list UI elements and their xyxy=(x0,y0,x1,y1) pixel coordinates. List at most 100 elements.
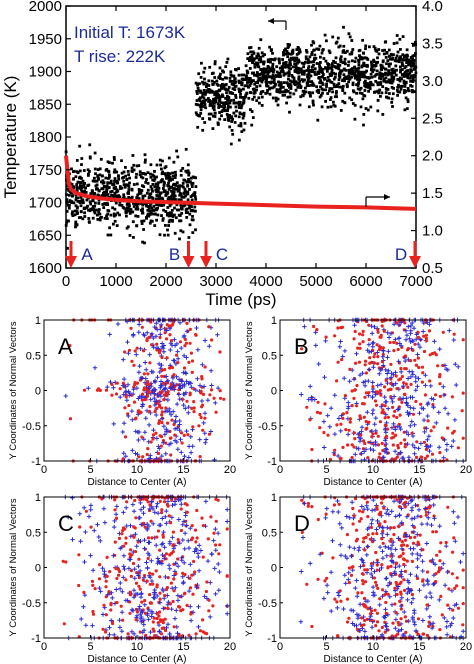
blue-cross-point xyxy=(366,342,372,347)
red-point xyxy=(375,403,379,407)
top-scatter-point xyxy=(137,197,141,200)
red-point xyxy=(375,532,379,536)
red-point xyxy=(168,602,172,606)
top-scatter-point xyxy=(109,179,113,183)
red-point xyxy=(207,432,211,436)
top-scatter-point xyxy=(143,194,147,198)
top-scatter-point xyxy=(313,70,316,74)
top-scatter-point xyxy=(195,90,199,93)
top-scatter-point xyxy=(168,212,172,215)
marker-arrow-head xyxy=(182,256,195,268)
top-scatter-point xyxy=(384,67,388,71)
blue-cross-point xyxy=(146,422,152,428)
top-scatter-point xyxy=(339,60,343,64)
top-scatter-point xyxy=(356,69,360,73)
blue-cross-point xyxy=(378,366,383,372)
blue-cross-point xyxy=(181,519,187,524)
red-point xyxy=(352,396,356,400)
top-scatter-point xyxy=(101,179,105,183)
top-scatter-point xyxy=(98,218,102,222)
blue-cross-point xyxy=(408,423,413,428)
left-axis-arrow xyxy=(268,18,287,30)
red-point xyxy=(157,614,161,618)
top-scatter-point xyxy=(97,189,101,193)
blue-cross-point xyxy=(403,337,409,342)
top-scatter-point xyxy=(332,100,335,104)
top-scatter-point xyxy=(296,86,300,89)
blue-cross-point xyxy=(388,331,394,336)
top-scatter-point xyxy=(391,92,395,96)
top-scatter-point xyxy=(112,186,116,190)
red-point xyxy=(350,443,354,447)
top-scatter-point xyxy=(139,175,143,179)
top-scatter-point xyxy=(147,196,151,200)
top-x-tick-label: 2000 xyxy=(149,273,182,290)
red-point xyxy=(394,634,398,638)
top-scatter-point xyxy=(288,110,291,114)
top-scatter-point xyxy=(132,168,136,172)
top-scatter-point xyxy=(94,172,97,176)
top-scatter-point xyxy=(235,109,238,113)
top-scatter-point xyxy=(148,209,152,213)
blue-cross-point xyxy=(385,525,390,530)
red-point xyxy=(437,566,442,570)
blue-cross-point xyxy=(164,625,169,630)
top-scatter-point xyxy=(159,180,163,184)
blue-cross-point xyxy=(427,614,432,619)
blue-cross-point xyxy=(95,522,100,527)
blue-cross-point xyxy=(451,438,456,444)
top-scatter-point xyxy=(200,101,204,105)
blue-cross-point xyxy=(381,455,386,460)
blue-cross-point xyxy=(215,531,221,536)
red-point xyxy=(403,569,407,574)
top-scatter-point xyxy=(96,168,100,171)
blue-cross-point xyxy=(142,333,147,338)
top-scatter-point xyxy=(74,175,78,179)
red-point xyxy=(129,574,133,579)
red-point xyxy=(165,502,169,507)
top-scatter-point xyxy=(151,183,155,186)
red-point xyxy=(392,340,396,344)
blue-cross-point xyxy=(225,507,230,512)
blue-cross-point xyxy=(447,328,452,333)
top-scatter-point xyxy=(342,73,346,77)
blue-cross-point xyxy=(111,385,116,390)
blue-cross-point xyxy=(405,376,411,381)
top-scatter-point xyxy=(292,82,296,85)
top-scatter-point xyxy=(233,77,237,81)
red-point xyxy=(134,618,138,622)
red-point xyxy=(363,395,367,399)
top-scatter-point xyxy=(335,85,338,88)
blue-cross-point xyxy=(302,501,307,506)
top-scatter-point xyxy=(292,92,296,96)
top-scatter-point xyxy=(220,105,223,108)
red-point xyxy=(128,552,132,556)
top-scatter-point xyxy=(325,69,329,73)
blue-cross-point xyxy=(324,583,330,588)
panel-x-tick-label: 15 xyxy=(177,464,189,476)
top-scatter-point xyxy=(202,70,206,74)
red-point xyxy=(347,616,351,620)
top-scatter-point xyxy=(88,143,92,147)
red-point xyxy=(159,444,163,448)
top-scatter-point xyxy=(153,185,157,189)
blue-cross-point xyxy=(327,424,332,429)
red-point xyxy=(218,543,222,547)
red-point xyxy=(420,380,424,384)
top-scatter-point xyxy=(391,105,394,108)
top-scatter-point xyxy=(122,183,126,186)
top-scatter-point xyxy=(75,189,79,193)
red-point xyxy=(143,573,147,578)
blue-cross-point xyxy=(121,357,126,362)
blue-cross-point xyxy=(339,413,344,418)
red-point xyxy=(166,392,170,396)
blue-cross-point xyxy=(128,534,133,539)
blue-cross-point xyxy=(421,417,427,423)
top-scatter-point xyxy=(76,180,80,184)
top-scatter-point xyxy=(74,198,78,202)
red-point xyxy=(149,519,153,523)
red-point xyxy=(90,579,95,584)
blue-cross-point xyxy=(174,401,180,407)
red-point xyxy=(360,616,364,620)
top-scatter-point xyxy=(143,241,146,245)
